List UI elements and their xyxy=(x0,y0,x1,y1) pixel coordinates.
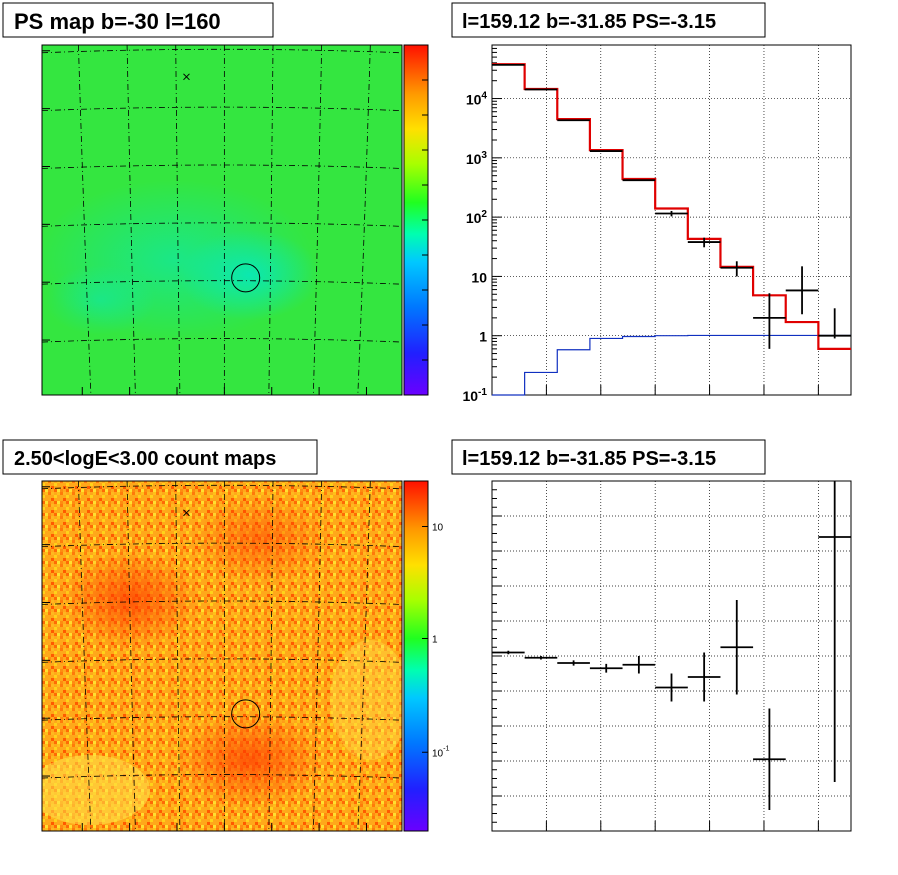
grid-longitude-line xyxy=(126,480,136,832)
panel2-plot: 10-1 1 10 102 103 104 xyxy=(462,44,852,404)
y-tick-label: 1 xyxy=(479,329,487,345)
panel1-coordinate-grid xyxy=(41,44,403,396)
panel-ps-map: PS map b=-30 l=160 xyxy=(2,2,429,396)
grid-latitude-line xyxy=(41,106,403,112)
panel1-title: PS map b=-30 l=160 xyxy=(14,9,221,34)
panel3-map-faint-region xyxy=(330,640,402,760)
panel3-colorbar xyxy=(403,480,429,832)
grid-longitude-line xyxy=(175,44,181,396)
plot-frame xyxy=(491,480,852,832)
panel1-map-low-region xyxy=(180,230,320,320)
grid-longitude-line xyxy=(268,44,274,396)
panel3-map-faint-region xyxy=(42,755,150,825)
grid-longitude-line xyxy=(268,480,274,832)
grid-latitude-line xyxy=(41,338,403,343)
grid-latitude-line xyxy=(41,542,403,548)
y-tick-label: 103 xyxy=(466,150,488,167)
panel-count-map: 2.50<logE<3.00 count maps 10 1 10-1 xyxy=(2,439,450,832)
panel3-map-bright-region xyxy=(175,710,325,810)
colorbar-tick-label: 10-1 xyxy=(432,743,450,759)
grid-longitude-line xyxy=(357,480,371,832)
target-circle xyxy=(231,699,261,729)
panel4-title: l=159.12 b=-31.85 PS=-3.15 xyxy=(462,448,716,470)
panel1-colorbar-axis xyxy=(422,44,428,396)
panel3-title: 2.50<logE<3.00 count maps xyxy=(14,448,276,470)
panel3-frame xyxy=(41,480,403,832)
grid-longitude-line xyxy=(312,44,323,396)
y-tick-label: 10 xyxy=(471,269,487,285)
panel3-map-bright-region xyxy=(190,495,330,585)
y-tick-label: 10-1 xyxy=(462,387,487,404)
y-tick-label: 102 xyxy=(466,209,488,226)
grid-longitude-line xyxy=(78,44,92,396)
grid-latitude-line xyxy=(41,222,403,227)
target-circle xyxy=(231,263,261,293)
cross-marker xyxy=(183,73,190,81)
grid-latitude-line xyxy=(41,600,403,605)
grid-longitude-line xyxy=(78,480,92,832)
grid-latitude-line xyxy=(41,48,403,54)
series-source-model-line xyxy=(492,334,851,396)
plot-frame xyxy=(491,44,852,396)
panel4-title-box xyxy=(451,439,766,475)
panel3-title-box xyxy=(2,439,318,475)
colorbar-tick-label: 10 xyxy=(432,523,444,534)
grid-latitude-line xyxy=(41,658,403,663)
panel2-title: l=159.12 b=-31.85 PS=-3.15 xyxy=(462,11,716,33)
panel1-y-axis xyxy=(42,50,50,341)
y-tick-label: 104 xyxy=(466,91,488,108)
series-total-model-line xyxy=(492,63,851,350)
panel1-source-markers xyxy=(183,73,261,293)
panel-spectrum: l=159.12 b=-31.85 PS=-3.15 10-1 1 10 102 103… xyxy=(451,2,852,404)
panel3-x-axis xyxy=(81,823,367,831)
panel3-y-axis xyxy=(42,486,50,777)
grid-longitude-line xyxy=(312,480,323,832)
grid-latitude-line xyxy=(41,716,403,721)
panel-residuals: l=159.12 b=-31.85 PS=-3.15 xyxy=(451,439,852,832)
grid-longitude-line xyxy=(126,44,136,396)
grid-latitude-line xyxy=(41,164,403,169)
panel3-colorbar-axis: 10 1 10-1 xyxy=(422,523,450,759)
grid-longitude-line xyxy=(175,480,181,832)
panel1-title-box xyxy=(2,2,274,38)
panel3-coordinate-grid xyxy=(41,480,403,832)
panel3-source-markers xyxy=(183,509,261,729)
panel1-frame xyxy=(41,44,403,396)
panel1-map-low-region xyxy=(45,265,155,335)
grid-latitude-line xyxy=(41,484,403,490)
grid-latitude-line xyxy=(41,774,403,779)
cross-marker xyxy=(183,509,190,517)
grid-longitude-line xyxy=(357,44,371,396)
grid-latitude-line xyxy=(41,280,403,285)
colorbar-tick-label: 1 xyxy=(432,635,438,646)
panel1-x-axis xyxy=(81,387,367,395)
panel2-title-box xyxy=(451,2,766,38)
panel4-plot xyxy=(491,480,852,832)
